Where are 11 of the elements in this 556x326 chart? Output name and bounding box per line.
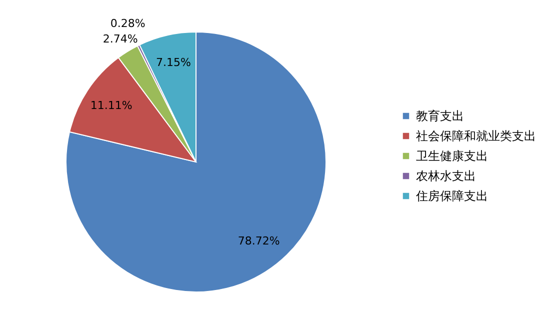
pie-slice [66, 32, 326, 292]
data-label: 11.11% [90, 99, 132, 112]
data-label: 7.15% [156, 56, 191, 70]
data-label: 2.74% [102, 32, 138, 46]
legend-label: 教育支出 [416, 109, 464, 123]
data-label: 0.28% [110, 16, 146, 30]
legend-label: 卫生健康支出 [416, 149, 488, 163]
legend-label: 社会保障和就业类支出 [416, 129, 536, 143]
legend-label: 农林水支出 [416, 169, 476, 183]
data-label: 78.72% [238, 234, 280, 248]
legend-label: 住房保障支出 [415, 189, 488, 203]
